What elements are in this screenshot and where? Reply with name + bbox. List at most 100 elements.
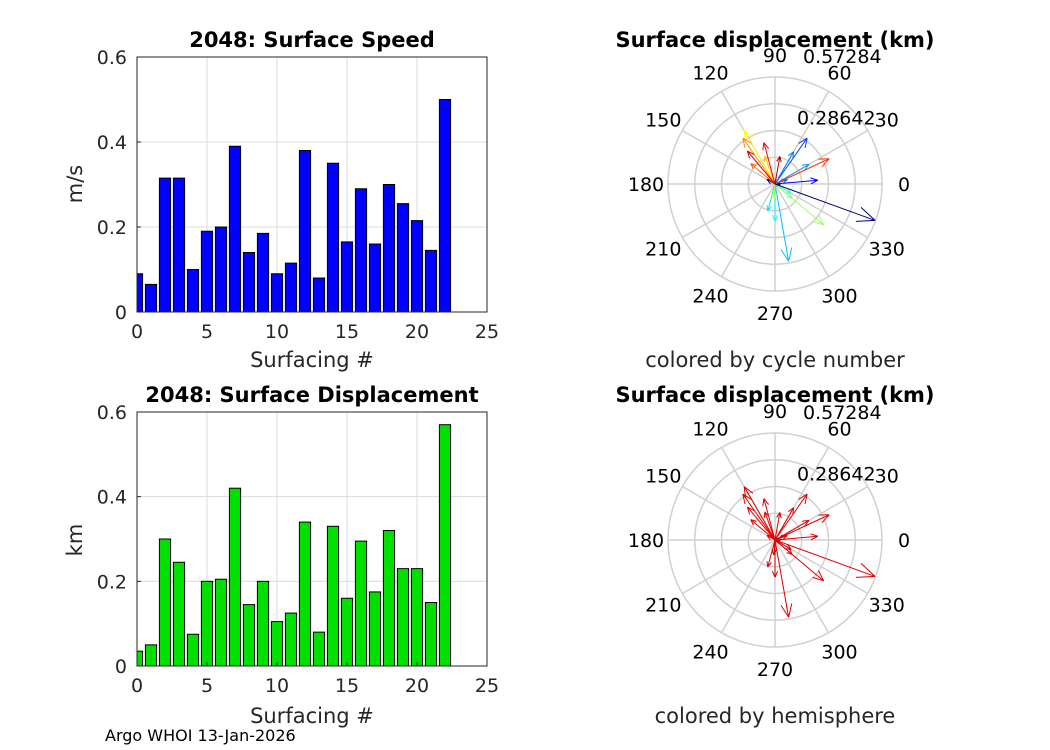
bar [158,538,172,666]
compass-cycle-title: Surface displacement (km) [615,28,934,52]
displacement-arrow [742,137,776,185]
displacement-arrow [766,183,776,212]
speed-plot-area: 0 5 10 15 20 25 0 0.2 0.4 0.6 [97,47,499,343]
y-tick-label: 0.2 [97,217,127,239]
bar [228,145,242,312]
radial-tick-label: 0.28642 [797,108,876,130]
radial-tick-label: 0.57284 [803,46,882,68]
speed-chart: 2048: Surface Speed 0 5 10 15 20 25 0 0.2 0.4 0.6… [63,28,499,372]
displacement-arrow [771,540,779,578]
bar [354,540,368,666]
bar [424,602,438,666]
displacement-arrow [774,539,792,550]
x-tick-label: 20 [405,675,429,697]
bars [137,99,452,312]
y-tick-label: 0.6 [97,47,127,69]
x-tick-label: 15 [335,321,359,343]
bar [186,633,200,666]
displacement-arrow [774,539,825,582]
displacement-arrow [774,177,819,185]
bar [326,525,340,666]
axes-box [136,56,488,313]
displacement-arrow [774,183,825,226]
angle-label: 30 [875,110,899,132]
x-tick-label: 10 [265,321,289,343]
angle-label: 270 [757,659,793,681]
displacement-arrow [766,539,776,568]
displacement-arrow [746,506,776,541]
angle-label: 150 [645,110,681,132]
displacement-arrow [742,493,776,541]
bar [186,269,200,312]
bar [256,580,270,666]
bar [298,521,312,666]
polar-spoke [681,129,776,185]
angle-label: 330 [869,239,905,261]
angle-label: 180 [628,530,664,552]
angle-label: 0 [898,530,910,552]
displacement-arrow [774,539,793,618]
compass-cycle-subtitle: colored by cycle number [645,348,905,372]
compass-cycle-chart: Surface displacement (km) 0 30 60 90 120 150 1… [615,28,934,372]
compass-hemisphere-subtitle: colored by hemisphere [655,704,896,728]
bar [172,561,186,666]
displacement-title: 2048: Surface Displacement [145,383,478,407]
speed-title: 2048: Surface Speed [189,28,435,52]
angle-label: 180 [628,174,664,196]
x-tick-label: 5 [201,321,213,343]
compass-hemisphere-chart: Surface displacement (km) 0 30 60 90 120 150 1… [615,383,934,728]
displacement-ylabel: km [63,524,87,557]
radial-tick-label: 0.57284 [803,402,882,424]
angle-label: 270 [757,303,793,325]
displacement-arrow [774,493,808,541]
compass-cycle-plot: 0 30 60 90 120 150 180 210 240 270 300 330 0.28642 0.… [628,45,910,325]
bar [340,597,354,666]
bar [298,150,312,312]
bar [214,226,228,312]
angle-label: 60 [827,62,851,84]
bar [256,232,270,312]
displacement-arrow [774,183,876,222]
displacement-arrow [771,184,779,222]
displacement-arrow [774,514,830,541]
bar [144,644,158,666]
bar [368,243,382,312]
angle-label: 150 [645,466,681,488]
displacement-arrow [774,137,808,185]
angle-label: 240 [692,286,728,308]
bar [158,177,172,312]
angle-label: 60 [827,418,851,440]
x-tick-label: 0 [131,321,143,343]
bar [200,230,214,312]
bar [270,621,284,666]
displacement-arrow [774,183,792,194]
bar [270,273,284,312]
x-tick-label: 20 [405,321,429,343]
angle-label: 120 [692,62,728,84]
angle-label: 240 [692,642,728,664]
displacement-arrow [774,533,819,541]
displacement-arrow [774,519,810,541]
polar-spoke [774,183,830,278]
x-tick-label: 0 [131,675,143,697]
bar [438,99,452,312]
bar [242,604,256,666]
speed-ylabel: m/s [63,165,87,203]
y-tick-label: 0.2 [97,571,127,593]
bar [396,203,410,312]
angle-label: 210 [645,239,681,261]
displacement-arrow [774,512,782,541]
bar [340,241,354,312]
axes-box [136,411,488,667]
displacement-arrow [750,519,776,541]
displacement-arrow [774,151,795,185]
bar [312,277,326,312]
x-tick-label: 25 [475,321,499,343]
bar [438,424,452,666]
y-tick-label: 0 [115,302,127,324]
bar [200,580,214,666]
displacement-arrow [771,183,777,200]
angle-label: 90 [763,45,787,67]
displacement-arrow [774,156,782,185]
bar [214,578,228,666]
